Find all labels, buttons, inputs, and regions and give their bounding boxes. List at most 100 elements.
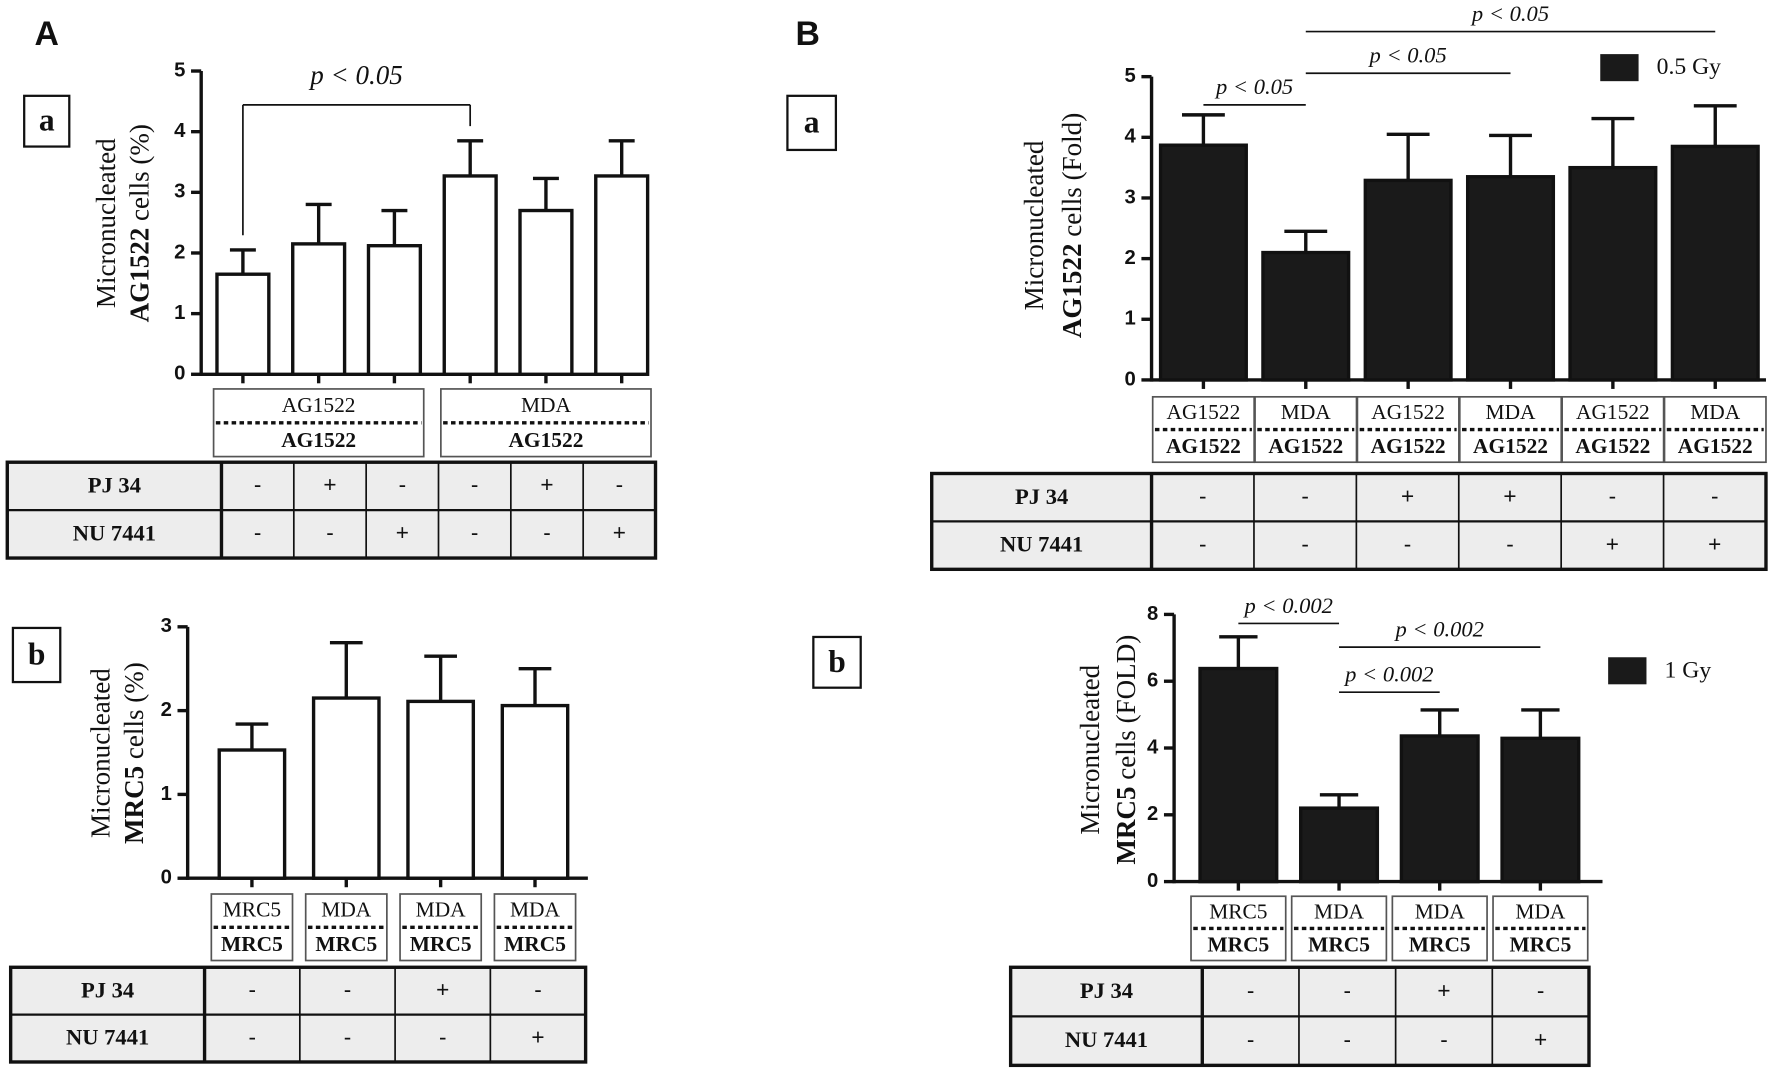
significance-label: p < 0.05	[308, 60, 403, 90]
treatment-value: +	[1437, 978, 1450, 1003]
category-box	[1391, 895, 1488, 962]
bar	[500, 703, 570, 880]
treatment-value: -	[326, 520, 334, 545]
bar	[518, 208, 574, 376]
treatment-value: +	[1401, 483, 1414, 508]
y-axis-label-rest: cells (FOLD)	[1111, 635, 1141, 780]
treatment-name: PJ 34	[1080, 978, 1133, 1003]
treatment-value: +	[1606, 531, 1619, 556]
treatment-name: PJ 34	[81, 977, 134, 1002]
significance-label: p < 0.002	[1393, 616, 1483, 641]
significance-label: p < 0.002	[1343, 662, 1433, 687]
legend-swatch	[1608, 657, 1647, 685]
category-bottom: AG1522	[1575, 434, 1650, 458]
treatment-value: +	[540, 472, 553, 497]
category-box	[1492, 895, 1589, 962]
y-tick-label: 1	[1124, 308, 1135, 330]
treatment-value: -	[344, 977, 352, 1002]
y-axis-label: MRC5 cells (FOLD)	[1111, 635, 1141, 865]
y-tick-label: 2	[1147, 803, 1158, 825]
treatment-name: NU 7441	[1065, 1027, 1148, 1052]
treatment-value: -	[439, 1024, 447, 1049]
treatment-value: -	[344, 1024, 352, 1049]
significance-label: p < 0.002	[1242, 593, 1332, 618]
y-tick-label: 3	[1124, 186, 1135, 208]
category-bottom: MRC5	[1409, 933, 1471, 957]
treatment-value: +	[531, 1024, 544, 1049]
treatment-value: -	[1537, 978, 1545, 1003]
panel-label: a	[39, 103, 55, 138]
legend-swatch	[1600, 54, 1639, 82]
panel-letter: B	[796, 15, 820, 53]
y-axis-label: Micronucleated	[1075, 664, 1105, 834]
bar	[406, 699, 476, 880]
y-tick-label: 0	[1147, 870, 1158, 892]
bar	[1261, 250, 1351, 382]
panel-label-box	[812, 635, 862, 689]
y-axis-label: Micronucleated	[91, 138, 121, 308]
treatment-value: -	[471, 520, 479, 545]
treatment-value: +	[396, 520, 409, 545]
category-top: MDA	[1314, 899, 1364, 923]
table-border	[5, 460, 658, 560]
treatment-value: -	[1344, 1027, 1352, 1052]
category-top: MDA	[510, 898, 560, 922]
y-tick-label: 4	[1124, 126, 1136, 148]
panel-label: b	[828, 644, 846, 679]
treatment-value: -	[1506, 531, 1514, 556]
bar	[215, 272, 271, 376]
category-top: MDA	[416, 898, 466, 922]
category-bottom: AG1522	[1166, 434, 1241, 458]
significance-label: p < 0.05	[1368, 43, 1447, 68]
y-tick-label: 2	[161, 699, 172, 721]
treatment-value: -	[534, 977, 542, 1002]
treatment-value: +	[1503, 483, 1516, 508]
treatment-value: -	[1711, 483, 1719, 508]
treatment-name: PJ 34	[88, 472, 141, 497]
panel-label-box	[23, 94, 71, 148]
y-axis-label: AG1522 cells (%)	[125, 124, 155, 322]
category-bottom: MRC5	[1207, 933, 1269, 957]
panel-label-box	[786, 94, 838, 152]
treatment-value: -	[1199, 483, 1207, 508]
y-tick-label: 0	[174, 363, 185, 385]
bar	[1299, 806, 1380, 884]
y-tick-label: 0	[161, 867, 172, 889]
bar	[311, 696, 381, 880]
category-top: AG1522	[1371, 400, 1445, 424]
table-border	[930, 471, 1768, 572]
treatment-value: +	[1534, 1027, 1547, 1052]
y-axis-label-rest: cells (Fold)	[1057, 113, 1087, 237]
treatment-value: -	[1247, 1027, 1255, 1052]
y-axis-label-bold: AG1522	[1057, 243, 1087, 338]
treatment-value: +	[613, 520, 626, 545]
category-bottom: MRC5	[504, 932, 566, 956]
treatment-value: +	[436, 977, 449, 1002]
category-top: MDA	[1415, 899, 1465, 923]
y-axis-label: Micronucleated	[1019, 140, 1049, 310]
category-bottom: AG1522	[1268, 434, 1343, 458]
bar	[442, 174, 498, 376]
bar	[1158, 143, 1248, 382]
treatment-value: -	[254, 472, 262, 497]
treatment-value: +	[323, 472, 336, 497]
y-tick-label: 8	[1147, 603, 1158, 625]
y-tick-label: 1	[174, 302, 185, 324]
table-border	[8, 965, 588, 1064]
treatment-value: -	[1301, 483, 1309, 508]
treatment-value: -	[1344, 978, 1352, 1003]
treatment-name: PJ 34	[1015, 484, 1068, 509]
y-tick-label: 3	[174, 181, 185, 203]
y-tick-label: 2	[1124, 247, 1135, 269]
category-bottom: AG1522	[1678, 434, 1753, 458]
panel-letter: A	[35, 15, 59, 53]
panel-label: a	[804, 104, 820, 139]
y-tick-label: 4	[1147, 736, 1159, 758]
y-tick-label: 4	[174, 120, 186, 142]
category-top: MDA	[1281, 400, 1331, 424]
treatment-name: NU 7441	[1000, 532, 1083, 557]
y-axis-label: Micronucleated	[85, 668, 115, 838]
y-tick-label: 6	[1147, 670, 1158, 692]
bar	[1465, 175, 1556, 382]
